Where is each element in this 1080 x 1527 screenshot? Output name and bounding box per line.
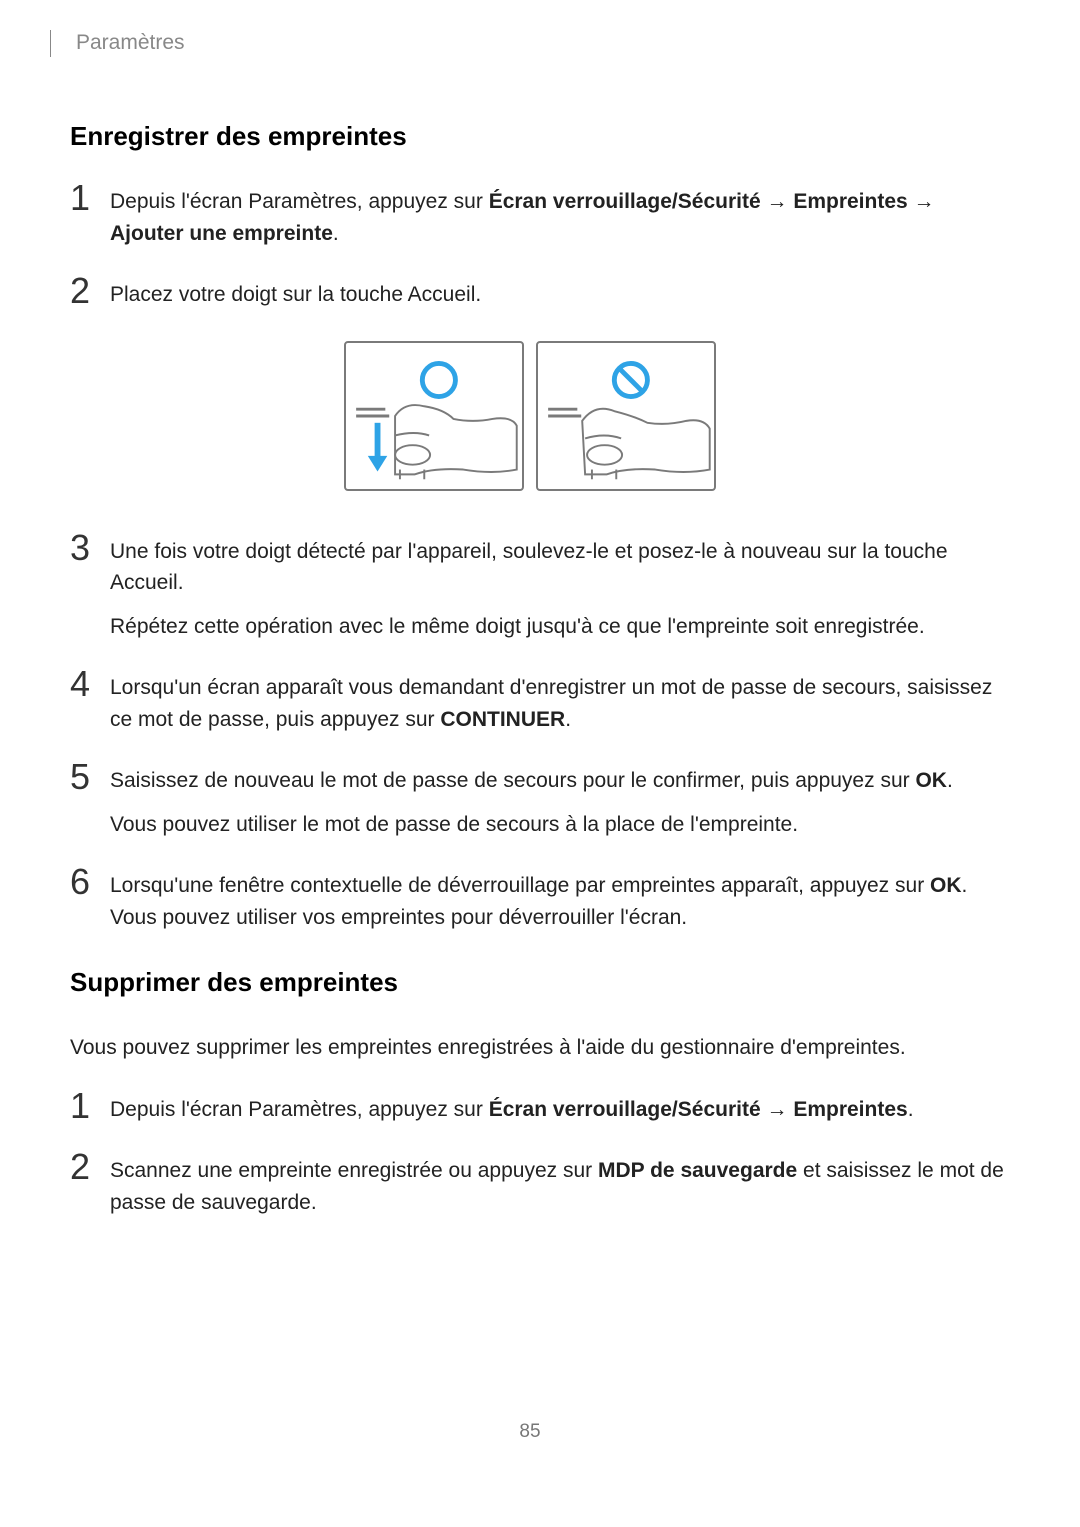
body-text: → <box>908 190 935 213</box>
bold-text: Empreintes <box>793 1098 907 1121</box>
step-number: 1 <box>70 180 110 216</box>
step-number: 3 <box>70 530 110 566</box>
step-row: 1Depuis l'écran Paramètres, appuyez sur … <box>50 1094 1010 1126</box>
step-number: 2 <box>70 1149 110 1185</box>
body-text: Scannez une empreinte enregistrée ou app… <box>110 1159 598 1182</box>
body-text: Une fois votre doigt détecté par l'appar… <box>110 540 948 595</box>
section1-heading: Enregistrer des empreintes <box>50 117 1010 156</box>
body-text: → <box>761 190 794 213</box>
step-row: 3Une fois votre doigt détecté par l'appa… <box>50 536 1010 643</box>
step-body: Depuis l'écran Paramètres, appuyez sur É… <box>110 186 1010 249</box>
body-text: Saisissez de nouveau le mot de passe de … <box>110 769 915 792</box>
step-body: Scannez une empreinte enregistrée ou app… <box>110 1155 1010 1218</box>
step-body: Placez votre doigt sur la touche Accueil… <box>110 279 1010 311</box>
bold-text: CONTINUER <box>440 708 565 731</box>
step-number: 1 <box>70 1088 110 1124</box>
bold-text: Empreintes <box>793 190 907 213</box>
step-body: Lorsqu'un écran apparaît vous demandant … <box>110 672 1010 735</box>
body-text: . <box>908 1098 914 1121</box>
body-text: Depuis l'écran Paramètres, appuyez sur <box>110 190 489 213</box>
body-text: . <box>565 708 571 731</box>
step-number: 4 <box>70 666 110 702</box>
section2-heading: Supprimer des empreintes <box>50 963 1010 1002</box>
page-number: 85 <box>519 1421 540 1442</box>
section2-intro: Vous pouvez supprimer les empreintes enr… <box>50 1032 1010 1064</box>
body-text: → <box>761 1098 794 1121</box>
bold-text: OK <box>915 769 947 792</box>
step-row: 5Saisissez de nouveau le mot de passe de… <box>50 765 1010 840</box>
body-text: Placez votre doigt sur la touche Accueil… <box>110 283 481 306</box>
step-row: 6Lorsqu'une fenêtre contextuelle de déve… <box>50 870 1010 933</box>
body-text: . <box>333 222 339 245</box>
bold-text: Écran verrouillage/Sécurité <box>489 1098 761 1121</box>
page-footer: 85 <box>50 1418 1010 1447</box>
step-row: 2Placez votre doigt sur la touche Accuei… <box>50 279 1010 311</box>
body-text: Depuis l'écran Paramètres, appuyez sur <box>110 1098 489 1121</box>
step-body: Saisissez de nouveau le mot de passe de … <box>110 765 1010 840</box>
step-body: Une fois votre doigt détecté par l'appar… <box>110 536 1010 643</box>
step-body: Lorsqu'une fenêtre contextuelle de déver… <box>110 870 1010 933</box>
step-number: 5 <box>70 759 110 795</box>
step-body: Depuis l'écran Paramètres, appuyez sur É… <box>110 1094 1010 1126</box>
body-text: Vous pouvez utiliser le mot de passe de … <box>110 813 798 836</box>
body-text: Répétez cette opération avec le même doi… <box>110 615 925 638</box>
step-number: 2 <box>70 273 110 309</box>
bold-text: OK <box>930 874 962 897</box>
bold-text: MDP de sauvegarde <box>598 1159 797 1182</box>
diagram-incorrect <box>536 341 716 491</box>
body-text: . <box>947 769 953 792</box>
breadcrumb: Paramètres <box>76 31 185 54</box>
page-header: Paramètres <box>50 30 1010 57</box>
bold-text: Ajouter une empreinte <box>110 222 333 245</box>
step-number: 6 <box>70 864 110 900</box>
step-row: 2Scannez une empreinte enregistrée ou ap… <box>50 1155 1010 1218</box>
bold-text: Écran verrouillage/Sécurité <box>489 190 761 213</box>
step-row: 4Lorsqu'un écran apparaît vous demandant… <box>50 672 1010 735</box>
step-row: 1Depuis l'écran Paramètres, appuyez sur … <box>50 186 1010 249</box>
diagram-correct <box>344 341 524 491</box>
body-text: Lorsqu'une fenêtre contextuelle de déver… <box>110 874 930 897</box>
fingerprint-diagram <box>50 341 1010 491</box>
